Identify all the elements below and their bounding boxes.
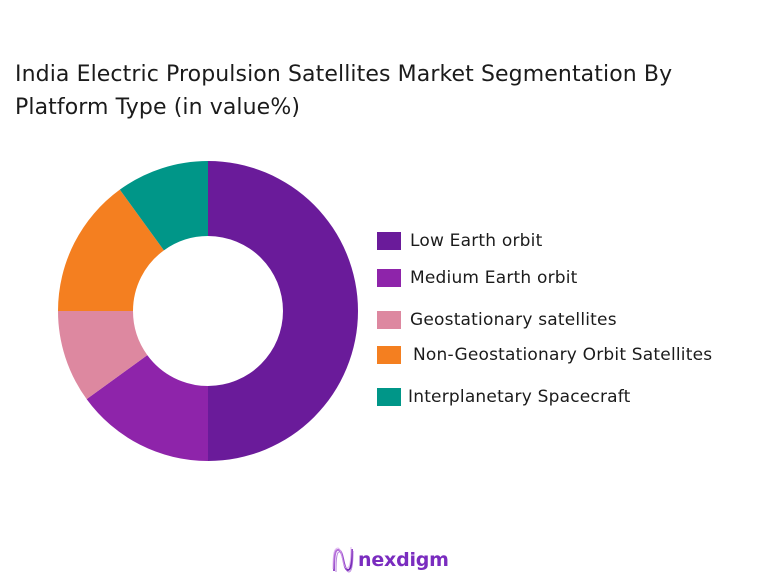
legend-swatch <box>377 346 401 364</box>
legend-swatch <box>377 269 401 287</box>
nexdigm-wordmark: nexdigm <box>358 549 449 571</box>
chart-title: India Electric Propulsion Satellites Mar… <box>15 58 765 124</box>
legend-swatch <box>377 232 401 250</box>
legend-item-low-earth-orbit: Low Earth orbit <box>377 229 542 253</box>
chart-title-line-1: India Electric Propulsion Satellites Mar… <box>15 62 673 87</box>
donut-slice-geostationary-satellites <box>58 311 148 400</box>
legend-swatch <box>377 388 401 406</box>
legend-item-medium-earth-orbit: Medium Earth orbit <box>377 266 578 290</box>
legend-item-geostationary-satellites: Geostationary satellites <box>377 308 617 332</box>
legend-item-interplanetary-spacecraft: Interplanetary Spacecraft <box>377 385 631 409</box>
donut-slices <box>58 161 358 462</box>
legend-label: Medium Earth orbit <box>410 268 578 288</box>
legend-label: Geostationary satellites <box>410 310 617 330</box>
donut-slice-non-geostationary-orbit-satellites <box>58 189 164 311</box>
donut-slice-medium-earth-orbit <box>86 355 208 462</box>
legend-label: Low Earth orbit <box>410 231 543 251</box>
legend-label: Interplanetary Spacecraft <box>408 387 631 407</box>
legend-item-non-geostationary-orbit-satellites: Non-Geostationary Orbit Satellites <box>377 343 712 367</box>
legend-swatch <box>377 311 401 329</box>
donut-slice-low-earth-orbit <box>208 161 358 461</box>
nexdigm-logo: nexdigm <box>332 545 449 575</box>
legend-label: Non-Geostationary Orbit Satellites <box>413 345 713 365</box>
nexdigm-wave-icon <box>332 546 354 573</box>
donut-slice-interplanetary-spacecraft <box>119 161 208 251</box>
chart-title-line-2: Platform Type (in value%) <box>15 95 301 120</box>
